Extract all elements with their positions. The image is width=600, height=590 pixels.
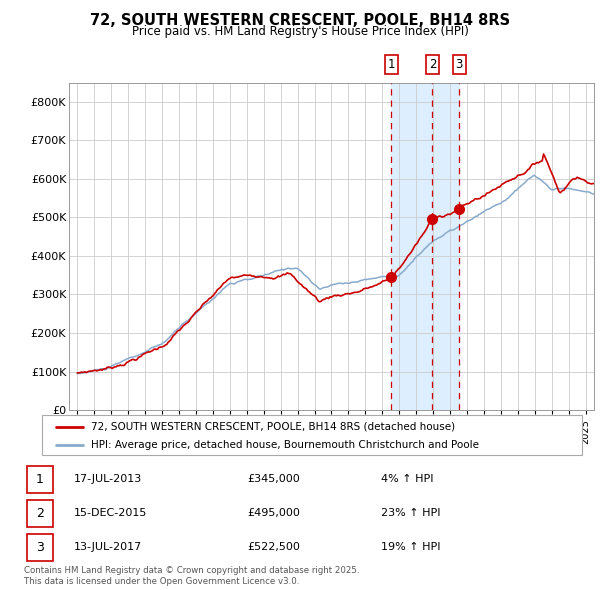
Text: 3: 3: [455, 58, 463, 71]
Text: 13-JUL-2017: 13-JUL-2017: [74, 542, 142, 552]
Text: 15-DEC-2015: 15-DEC-2015: [74, 508, 148, 518]
FancyBboxPatch shape: [27, 466, 53, 493]
Text: 3: 3: [36, 540, 44, 554]
Text: £345,000: £345,000: [247, 474, 300, 484]
Text: 1: 1: [388, 58, 395, 71]
Text: £522,500: £522,500: [247, 542, 300, 552]
FancyBboxPatch shape: [27, 500, 53, 526]
FancyBboxPatch shape: [27, 534, 53, 560]
Text: 2: 2: [36, 507, 44, 520]
Text: Price paid vs. HM Land Registry's House Price Index (HPI): Price paid vs. HM Land Registry's House …: [131, 25, 469, 38]
Text: £495,000: £495,000: [247, 508, 300, 518]
Text: HPI: Average price, detached house, Bournemouth Christchurch and Poole: HPI: Average price, detached house, Bour…: [91, 441, 479, 450]
Text: 1: 1: [36, 473, 44, 486]
Text: 17-JUL-2013: 17-JUL-2013: [74, 474, 142, 484]
Text: 19% ↑ HPI: 19% ↑ HPI: [381, 542, 440, 552]
Text: 4% ↑ HPI: 4% ↑ HPI: [381, 474, 434, 484]
FancyBboxPatch shape: [42, 415, 582, 455]
Text: 72, SOUTH WESTERN CRESCENT, POOLE, BH14 8RS: 72, SOUTH WESTERN CRESCENT, POOLE, BH14 …: [90, 13, 510, 28]
Text: Contains HM Land Registry data © Crown copyright and database right 2025.
This d: Contains HM Land Registry data © Crown c…: [24, 566, 359, 586]
Text: 72, SOUTH WESTERN CRESCENT, POOLE, BH14 8RS (detached house): 72, SOUTH WESTERN CRESCENT, POOLE, BH14 …: [91, 422, 455, 432]
Text: 23% ↑ HPI: 23% ↑ HPI: [381, 508, 440, 518]
Text: 2: 2: [428, 58, 436, 71]
Bar: [391, 83, 459, 410]
